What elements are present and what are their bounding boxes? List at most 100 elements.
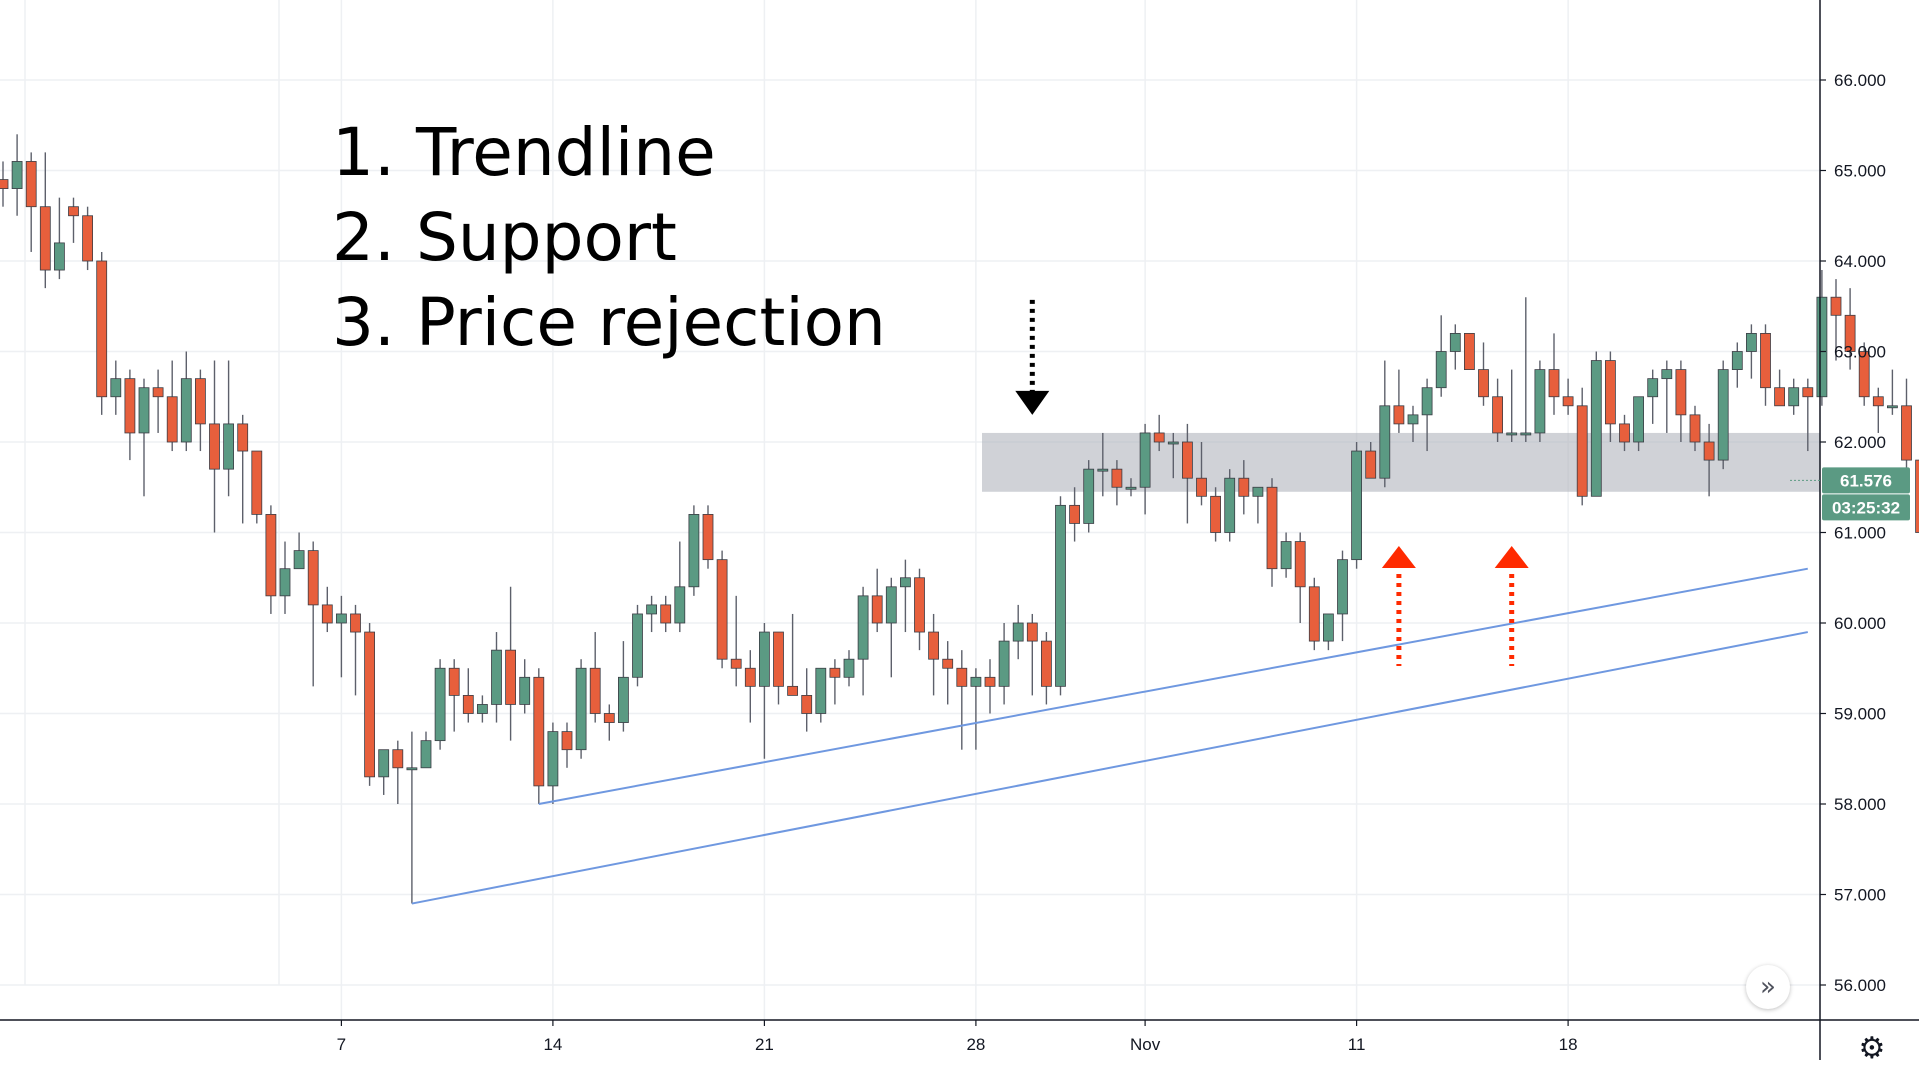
candle-body [1830,296,1842,316]
candle-body [1858,351,1870,398]
candle-body [1816,296,1828,398]
gear-icon: ⚙ [1858,1030,1886,1066]
candle-body [928,631,939,660]
candle-body [1308,586,1320,642]
candle [293,532,305,570]
candle [194,369,206,452]
candle [1464,332,1475,370]
candle [674,541,686,633]
candle-body [1069,504,1080,524]
candle [251,450,263,524]
trendlines [411,567,1808,905]
x-tick-label: 28 [966,1035,985,1054]
candle [1153,414,1165,452]
candle [223,360,235,497]
candle [1661,360,1673,433]
candle-body [575,667,587,751]
candle-body [335,613,347,624]
candle [815,667,827,723]
candle-body [688,514,700,588]
candle [1576,387,1588,506]
candle-body [857,595,869,660]
candle-body [843,658,855,678]
candle-body [1280,541,1292,570]
candle [1760,324,1771,406]
candle-body [1520,432,1532,436]
candle [1125,478,1137,497]
candle-body [124,378,136,434]
candle [1830,279,1842,361]
candle-body [505,649,517,705]
candle-body [1633,396,1644,443]
candle-body [533,676,545,787]
candle-body [1252,486,1264,497]
candle-body [350,613,361,633]
candle [914,568,925,651]
candle-body [378,749,390,778]
candle-body [547,731,559,787]
candle-body [434,667,446,742]
candle [1534,360,1546,442]
candle-body [54,242,65,271]
candle [1351,442,1362,569]
candle [871,568,883,633]
candle-body [1605,360,1616,425]
scroll-to-realtime-button[interactable]: » [1746,965,1790,1009]
candle [1407,405,1419,442]
candle [1901,378,1912,479]
candle-body [716,559,728,660]
candle-body [914,577,925,633]
candle [857,586,869,696]
candle-body [519,676,531,705]
candle-body [1703,441,1715,461]
candle [1746,324,1757,379]
candle [646,595,657,633]
candle-body [1774,387,1785,407]
chart-settings-button[interactable]: ⚙ [1852,1028,1892,1068]
candle-body [1661,369,1673,380]
candle-body [1590,360,1602,497]
candle-body [1196,477,1207,497]
candle [39,152,51,289]
candle [1097,432,1109,497]
candle-body [942,658,954,669]
candle [519,659,531,714]
candle-body [1872,396,1884,407]
candle-body [39,206,51,271]
candle [1365,442,1377,479]
y-tick-label: 62.000 [1834,433,1886,452]
candle-body [730,658,742,669]
candle [265,505,277,614]
candle-body [632,613,643,678]
candle [1280,532,1292,578]
candle-body [603,713,615,723]
candle [1492,378,1503,442]
candle [589,632,601,723]
candle-body [138,387,150,434]
candle [773,631,784,705]
candle [716,550,728,669]
candle-body [1887,405,1898,409]
candle-body [998,640,1010,687]
y-tick-label: 61.000 [1834,524,1886,543]
candle [25,152,37,252]
candle [307,541,319,687]
candle [1887,369,1898,415]
candle-body [956,667,968,687]
candle-body [11,161,23,189]
candle-body [1788,387,1800,407]
candle-body [1238,477,1250,497]
candle [1506,369,1518,442]
candle-body [194,378,206,425]
x-tick-label: 11 [1348,1035,1366,1054]
candle-body [1337,559,1348,615]
candle-body [1478,369,1489,398]
candle [928,613,939,696]
candle [279,541,291,614]
candle [1167,432,1179,479]
candle-body [1915,459,1919,533]
candle [1196,442,1207,506]
candle [1548,333,1560,415]
candle-body [1365,450,1377,479]
